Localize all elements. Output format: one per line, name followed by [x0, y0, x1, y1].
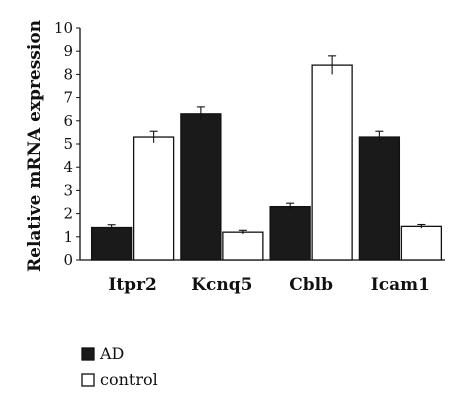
legend-label-control: control: [100, 370, 158, 389]
y-tick-label: 2: [63, 205, 73, 223]
x-tick-labels: Itpr2 Kcnq5 Cblb Icam1: [108, 275, 430, 295]
y-tick-label: 8: [63, 65, 73, 83]
y-axis-label: Relative mRNA expression: [25, 20, 45, 272]
bar-AD-Cblb: [269, 205, 311, 261]
y-tick-label: 5: [63, 135, 73, 153]
bar-AD-Itpr2: [90, 226, 133, 261]
legend-swatch-control: [81, 373, 95, 387]
bar-AD-Kcnq5: [180, 113, 222, 261]
bar-control-Icam1: [400, 225, 443, 261]
bar-control-Cblb: [311, 64, 353, 261]
y-tick-label: 0: [63, 251, 73, 269]
legend-swatch-AD: [81, 347, 95, 361]
y-tick-label: 1: [63, 228, 73, 246]
x-tick-label-Itpr2: Itpr2: [108, 275, 156, 295]
y-tick-label: 7: [63, 89, 73, 107]
y-tick-label: 3: [63, 181, 73, 199]
bars: [90, 55, 443, 261]
bar-control-Kcnq5: [222, 231, 264, 261]
bar-control-Itpr2: [132, 136, 175, 261]
y-tick-label: 9: [63, 42, 73, 60]
x-tick-label-Cblb: Cblb: [289, 275, 333, 295]
bar-AD-Icam1: [358, 136, 401, 261]
y-tick-label: 6: [63, 112, 73, 130]
legend-label-AD: AD: [99, 344, 124, 363]
y-tick-label: 10: [54, 19, 73, 37]
y-tick-label: 4: [63, 158, 73, 176]
legend: AD control: [81, 344, 158, 389]
x-tick-label-Icam1: Icam1: [371, 275, 430, 295]
x-tick-label-Kcnq5: Kcnq5: [191, 275, 252, 295]
